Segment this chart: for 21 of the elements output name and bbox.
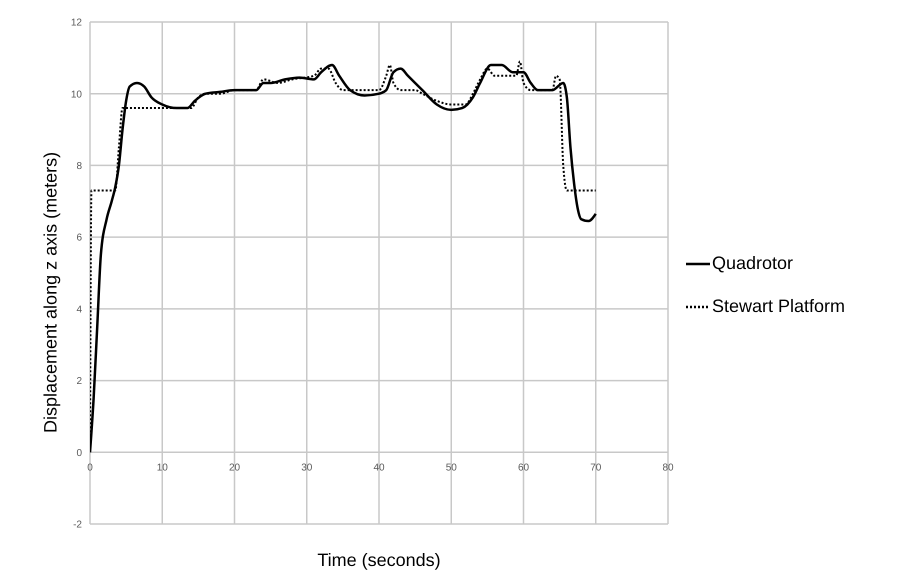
- x-tick-label: 30: [301, 462, 313, 474]
- x-tick-label: 40: [373, 462, 385, 474]
- y-tick-label: 6: [76, 232, 82, 244]
- y-tick-label: 12: [70, 18, 82, 29]
- x-tick-label: 50: [446, 462, 458, 474]
- x-tick-label: 60: [518, 462, 530, 474]
- x-tick-label: 0: [87, 462, 94, 474]
- x-axis-title: Time (seconds): [317, 550, 441, 570]
- y-tick-label: 8: [76, 160, 82, 172]
- y-tick-label: 0: [76, 448, 82, 459]
- x-tick-label: 10: [156, 462, 168, 474]
- legend-label: Stewart Platform: [712, 296, 846, 317]
- x-tick-label: 70: [590, 462, 602, 474]
- x-tick-label: 80: [662, 462, 674, 474]
- y-tick-label: 10: [70, 89, 82, 100]
- legend-label: Quadrotor: [712, 253, 794, 274]
- y-tick-label: 2: [76, 376, 82, 388]
- y-tick-label: 4: [76, 304, 82, 316]
- y-axis-title: Displacement along z axis (meters): [40, 152, 60, 433]
- x-tick-label: 20: [228, 462, 240, 474]
- y-tick-label: -2: [73, 520, 82, 531]
